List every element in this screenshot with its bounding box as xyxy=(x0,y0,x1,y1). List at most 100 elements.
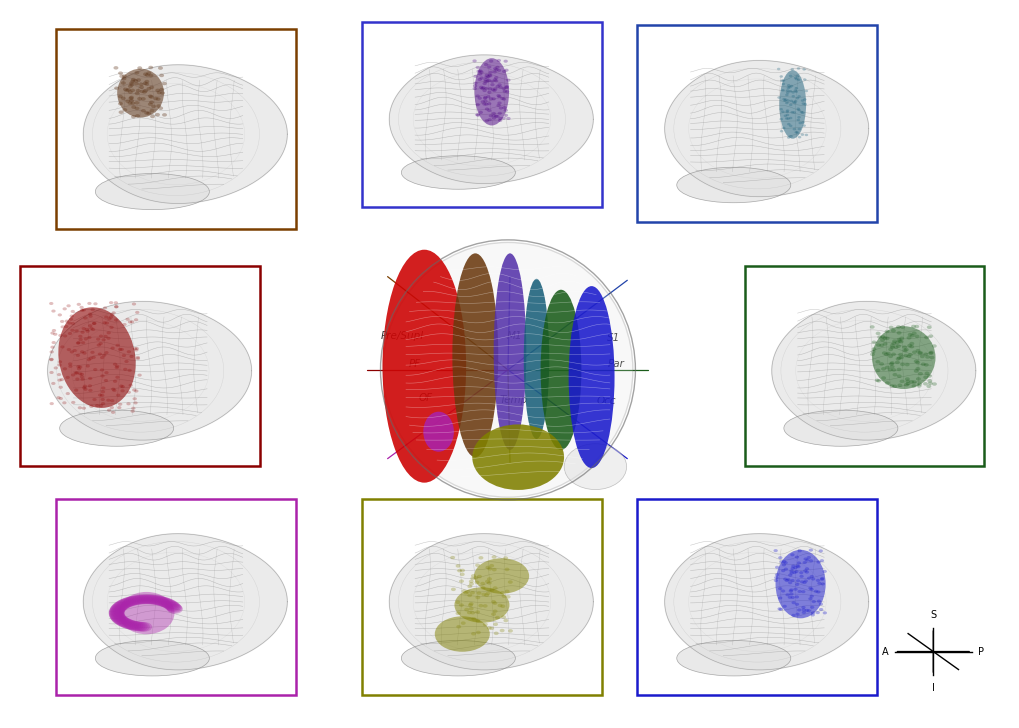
Ellipse shape xyxy=(819,578,823,581)
Ellipse shape xyxy=(95,641,209,676)
Ellipse shape xyxy=(104,315,108,319)
Ellipse shape xyxy=(793,76,797,79)
Ellipse shape xyxy=(471,617,476,620)
Ellipse shape xyxy=(127,84,132,88)
Ellipse shape xyxy=(64,325,68,328)
Ellipse shape xyxy=(914,360,919,364)
Ellipse shape xyxy=(58,386,63,389)
Ellipse shape xyxy=(785,114,789,116)
Ellipse shape xyxy=(481,86,485,90)
Ellipse shape xyxy=(131,106,137,109)
Ellipse shape xyxy=(58,334,62,337)
Ellipse shape xyxy=(502,556,507,560)
Ellipse shape xyxy=(793,587,797,591)
Ellipse shape xyxy=(111,387,115,391)
Ellipse shape xyxy=(540,290,581,450)
Ellipse shape xyxy=(477,78,481,81)
Ellipse shape xyxy=(58,307,136,408)
Ellipse shape xyxy=(790,596,794,599)
Ellipse shape xyxy=(147,87,151,90)
Ellipse shape xyxy=(135,622,150,632)
Ellipse shape xyxy=(79,306,84,309)
Ellipse shape xyxy=(797,127,800,130)
Ellipse shape xyxy=(802,79,806,81)
Ellipse shape xyxy=(84,337,88,341)
Ellipse shape xyxy=(892,339,896,343)
Ellipse shape xyxy=(88,336,92,339)
Ellipse shape xyxy=(783,577,787,581)
Ellipse shape xyxy=(101,390,105,393)
Ellipse shape xyxy=(488,60,493,63)
Ellipse shape xyxy=(89,389,93,392)
Ellipse shape xyxy=(496,59,500,62)
Ellipse shape xyxy=(457,569,462,572)
Ellipse shape xyxy=(66,348,71,351)
Ellipse shape xyxy=(158,66,163,70)
Ellipse shape xyxy=(491,112,495,115)
Ellipse shape xyxy=(806,609,810,612)
Ellipse shape xyxy=(82,309,86,312)
Ellipse shape xyxy=(475,596,480,599)
Ellipse shape xyxy=(798,122,801,124)
Ellipse shape xyxy=(818,608,822,611)
Ellipse shape xyxy=(81,341,86,344)
Ellipse shape xyxy=(804,609,808,612)
Ellipse shape xyxy=(799,111,802,114)
Ellipse shape xyxy=(485,566,490,569)
Ellipse shape xyxy=(492,67,497,70)
Ellipse shape xyxy=(924,355,929,359)
Ellipse shape xyxy=(790,68,793,71)
Ellipse shape xyxy=(784,98,787,101)
Ellipse shape xyxy=(150,115,155,118)
Ellipse shape xyxy=(791,601,795,604)
Ellipse shape xyxy=(890,346,894,349)
Ellipse shape xyxy=(475,563,480,567)
Ellipse shape xyxy=(103,335,108,338)
Ellipse shape xyxy=(889,344,894,347)
Ellipse shape xyxy=(492,89,496,92)
Ellipse shape xyxy=(928,351,932,355)
Ellipse shape xyxy=(109,326,113,329)
Ellipse shape xyxy=(786,92,789,94)
Ellipse shape xyxy=(797,136,801,138)
Ellipse shape xyxy=(911,380,916,384)
Ellipse shape xyxy=(69,350,74,354)
Ellipse shape xyxy=(788,581,792,585)
Ellipse shape xyxy=(794,555,798,558)
Ellipse shape xyxy=(115,600,130,609)
Ellipse shape xyxy=(478,73,482,76)
Ellipse shape xyxy=(796,67,800,70)
Ellipse shape xyxy=(470,577,475,580)
Ellipse shape xyxy=(473,576,478,579)
Ellipse shape xyxy=(790,579,794,582)
Ellipse shape xyxy=(790,553,794,556)
Ellipse shape xyxy=(788,590,792,593)
Ellipse shape xyxy=(130,410,135,413)
Ellipse shape xyxy=(160,91,165,95)
Ellipse shape xyxy=(400,641,515,676)
Ellipse shape xyxy=(155,597,171,606)
Ellipse shape xyxy=(145,80,149,83)
Ellipse shape xyxy=(484,579,489,583)
Ellipse shape xyxy=(118,348,122,351)
Ellipse shape xyxy=(479,86,483,89)
Ellipse shape xyxy=(501,98,505,100)
Ellipse shape xyxy=(164,601,180,611)
Ellipse shape xyxy=(165,602,181,612)
Ellipse shape xyxy=(899,336,903,340)
Ellipse shape xyxy=(130,101,136,105)
Ellipse shape xyxy=(485,79,489,83)
Ellipse shape xyxy=(896,368,901,371)
Ellipse shape xyxy=(909,342,913,345)
Ellipse shape xyxy=(97,344,101,347)
Ellipse shape xyxy=(475,113,479,116)
Ellipse shape xyxy=(126,403,130,405)
Ellipse shape xyxy=(876,336,881,339)
Ellipse shape xyxy=(889,361,894,365)
Ellipse shape xyxy=(471,574,476,577)
Ellipse shape xyxy=(808,549,812,552)
Ellipse shape xyxy=(141,97,146,100)
Ellipse shape xyxy=(898,353,902,357)
Ellipse shape xyxy=(777,608,783,611)
Ellipse shape xyxy=(148,95,153,98)
